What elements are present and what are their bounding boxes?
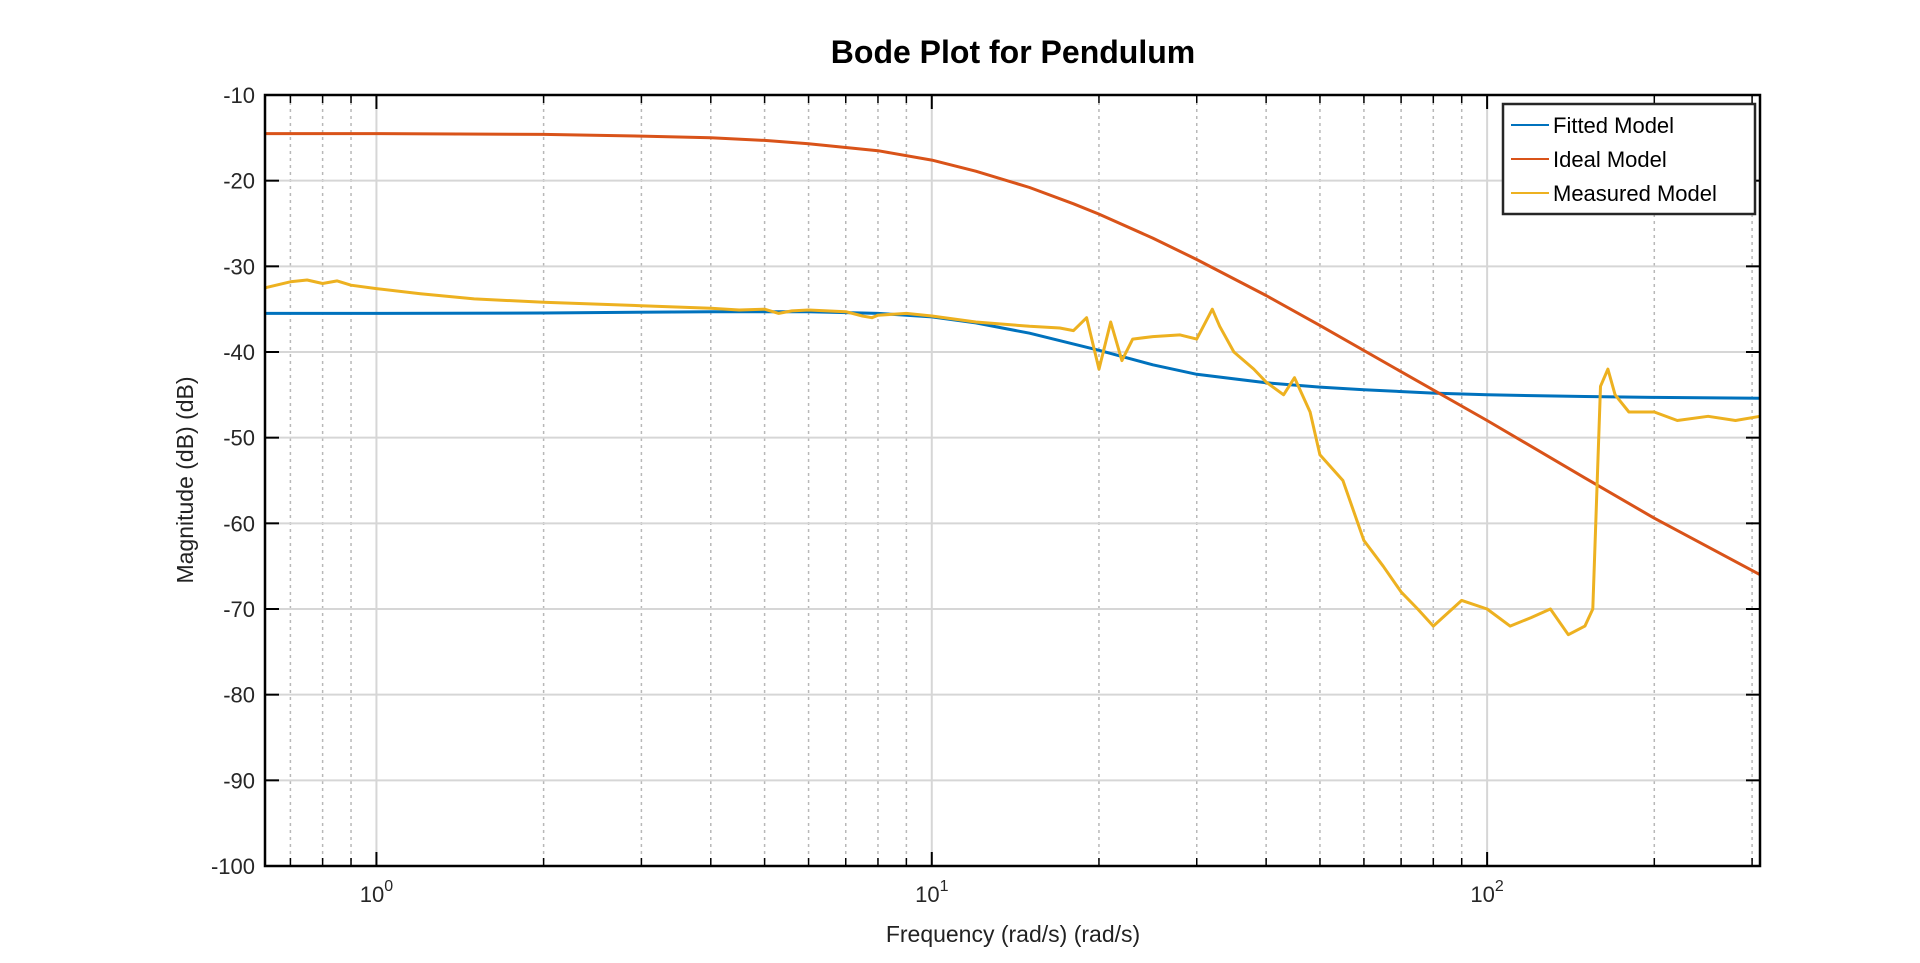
x-tick-label-base: 10 bbox=[915, 882, 939, 907]
y-tick-label: -10 bbox=[223, 83, 255, 108]
legend-label-2: Ideal Model bbox=[1553, 147, 1667, 172]
axis-ticks bbox=[265, 94, 1760, 867]
series-layer bbox=[264, 132, 1761, 637]
y-tick-label: -50 bbox=[223, 426, 255, 451]
legend-label-1: Fitted Model bbox=[1553, 113, 1674, 138]
x-tick-label-base: 10 bbox=[1470, 882, 1494, 907]
x-tick-label-exponent: 0 bbox=[384, 878, 393, 895]
legend-label-3: Measured Model bbox=[1553, 181, 1717, 206]
x-tick-labels: 100 101 102 bbox=[360, 878, 1504, 907]
x-tick-label-base: 10 bbox=[360, 882, 384, 907]
y-tick-label: -80 bbox=[223, 683, 255, 708]
series-line-3 bbox=[264, 278, 1761, 637]
legend: Fitted Model Ideal Model Measured Model bbox=[1501, 102, 1757, 216]
y-tick-label: -30 bbox=[223, 254, 255, 279]
x-tick-label: 101 bbox=[915, 878, 948, 907]
minor-grid bbox=[289, 95, 1753, 866]
y-tick-label: -70 bbox=[223, 597, 255, 622]
y-tick-label: -40 bbox=[223, 340, 255, 365]
y-axis-label: Magnitude (dB) (dB) bbox=[172, 376, 198, 583]
x-tick-label-exponent: 1 bbox=[940, 878, 949, 895]
y-tick-label: -20 bbox=[223, 169, 255, 194]
series-line-1 bbox=[265, 310, 1761, 400]
y-tick-labels: -10 -20 -30 -40 -50 -60 -70 -80 -90 -100 bbox=[211, 83, 255, 879]
plot-frame bbox=[263, 93, 1762, 868]
y-tick-label: -90 bbox=[223, 768, 255, 793]
series-line-2 bbox=[265, 132, 1761, 577]
x-tick-label: 102 bbox=[1470, 878, 1503, 907]
plot-area bbox=[265, 95, 1760, 866]
y-tick-label: -60 bbox=[223, 511, 255, 536]
x-tick-label: 100 bbox=[360, 878, 393, 907]
x-tick-label-exponent: 2 bbox=[1495, 878, 1504, 895]
y-tick-label: -100 bbox=[211, 854, 255, 879]
x-axis-label: Frequency (rad/s) (rad/s) bbox=[886, 921, 1140, 947]
chart-title: Bode Plot for Pendulum bbox=[831, 34, 1195, 70]
